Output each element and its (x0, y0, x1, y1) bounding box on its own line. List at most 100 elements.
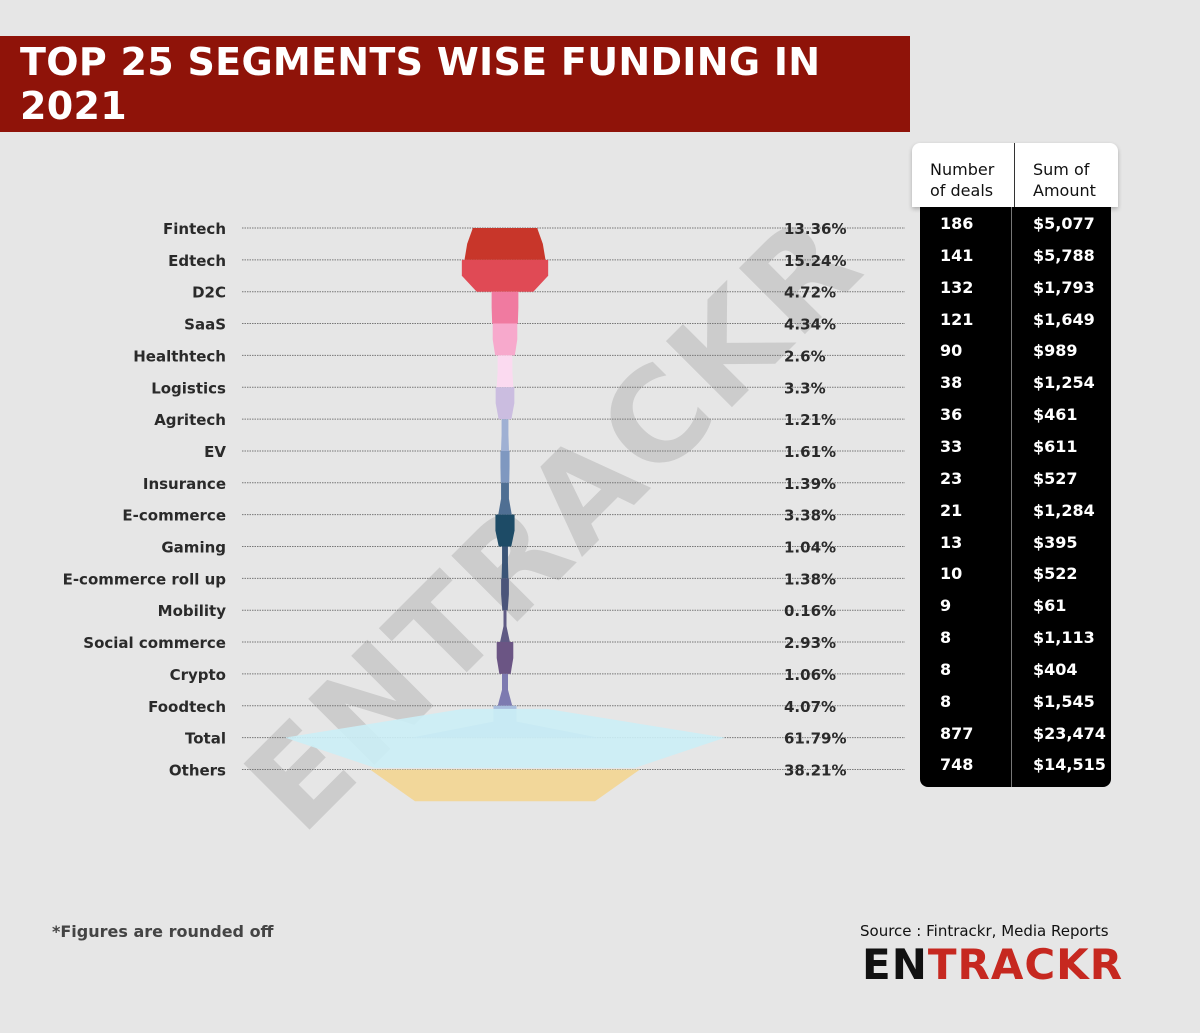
deals-value: 13 (940, 532, 963, 552)
table-body: 186 $5,077 141 $5,788 132 $1,793 121 $1,649 90 $9… (920, 207, 1111, 787)
amount-value: $1,793 (1033, 277, 1095, 297)
logo-part-trackr: TRACKR (927, 940, 1124, 989)
percent-label: 13.36% (784, 220, 846, 238)
percent-label: 15.24% (784, 252, 846, 270)
amount-value: $1,284 (1033, 500, 1095, 520)
percent-label: 1.06% (784, 666, 836, 684)
amount-value: $5,788 (1033, 245, 1095, 265)
segment-label: Agritech (154, 411, 226, 429)
segment-label: Fintech (163, 220, 226, 238)
segment-label: Others (169, 761, 226, 779)
deals-value: 141 (940, 245, 974, 265)
deals-value: 33 (940, 436, 963, 456)
segment-label: Insurance (143, 475, 226, 493)
amount-header-line2: Amount (1033, 181, 1096, 200)
percent-label: 1.21% (784, 411, 836, 429)
title-bar: TOP 25 SEGMENTS WISE FUNDING IN 2021 (0, 36, 910, 132)
funnel-segment (461, 259, 549, 292)
funnel-segment (285, 708, 725, 768)
deals-value: 90 (940, 341, 963, 361)
funnel-segment (498, 482, 512, 515)
percent-label: 2.6% (784, 347, 826, 365)
funnel-segment (501, 419, 509, 451)
amount-value: $395 (1033, 532, 1078, 552)
amount-value: $461 (1033, 405, 1078, 425)
segment-label: D2C (192, 284, 226, 302)
amount-value: $1,649 (1033, 309, 1095, 329)
segment-label: EV (204, 443, 226, 461)
amount-value: $5,077 (1033, 214, 1095, 233)
segment-label: Crypto (170, 666, 226, 684)
percent-label: 3.3% (784, 379, 826, 397)
amount-value: $14,515 (1033, 755, 1106, 775)
amount-value: $23,474 (1033, 723, 1106, 743)
deals-value: 877 (940, 723, 974, 743)
funnel-segment (501, 546, 509, 579)
funnel-segment (500, 450, 510, 483)
percent-label: 0.16% (784, 602, 836, 620)
percent-label: 4.72% (784, 284, 836, 302)
deals-value: 8 (940, 691, 952, 711)
deals-value: 36 (940, 405, 963, 425)
deals-value: 23 (940, 468, 963, 488)
source-text: Source : Fintrackr, Media Reports (860, 922, 1109, 940)
segment-label: SaaS (184, 316, 226, 334)
deals-header: Number of deals (912, 143, 1015, 207)
logo-part-en: EN (862, 940, 928, 989)
amount-value: $61 (1033, 596, 1067, 616)
deals-value: 121 (940, 309, 974, 329)
deals-value: 8 (940, 628, 952, 648)
funnel-segment (500, 610, 510, 643)
segment-label: Healthtech (133, 347, 226, 365)
segment-label: Mobility (158, 602, 227, 620)
percent-label: 38.21% (784, 761, 846, 779)
percent-label: 1.61% (784, 443, 836, 461)
funnel-segment (495, 514, 515, 547)
amount-value: $611 (1033, 436, 1078, 456)
funnel-segment (497, 673, 513, 706)
funnel-segment (495, 387, 515, 420)
percent-label: 61.79% (784, 730, 846, 748)
segment-label: Edtech (168, 252, 226, 270)
segment-label: Gaming (161, 539, 226, 557)
percent-label: 1.38% (784, 570, 836, 588)
segment-label: Foodtech (148, 698, 226, 716)
segment-label: Social commerce (83, 634, 226, 652)
chart-title: TOP 25 SEGMENTS WISE FUNDING IN 2021 (20, 40, 821, 128)
percent-label: 2.93% (784, 634, 836, 652)
deals-header-line2: of deals (930, 181, 994, 200)
segment-label: Total (185, 730, 226, 748)
deals-header-line1: Number (930, 160, 995, 179)
deals-value: 8 (940, 659, 952, 679)
segment-label: E-commerce roll up (63, 570, 227, 588)
deals-value: 21 (940, 500, 963, 520)
segment-label: Logistics (151, 379, 226, 397)
percent-label: 1.39% (784, 475, 836, 493)
funnel-segment (491, 291, 519, 324)
deals-value: 748 (940, 755, 974, 775)
amount-value: $1,545 (1033, 691, 1095, 711)
deals-value: 10 (940, 564, 963, 584)
amount-value: $1,254 (1033, 373, 1095, 393)
funnel-segment (496, 355, 514, 388)
funnel-segment (501, 578, 509, 611)
deals-value: 186 (940, 214, 974, 233)
amount-value: $522 (1033, 564, 1078, 584)
footnote: *Figures are rounded off (52, 922, 274, 941)
amount-value: $989 (1033, 341, 1078, 361)
segment-label: E-commerce (122, 507, 226, 525)
table-divider (1011, 207, 1012, 787)
funnel-segment (496, 642, 514, 674)
amount-header: Sum of Amount (1015, 143, 1118, 207)
percent-label: 4.34% (784, 316, 836, 334)
deals-value: 38 (940, 373, 963, 393)
funnel-segment (464, 228, 546, 260)
deals-value: 132 (940, 277, 974, 297)
entrackr-logo: ENTRACKR (862, 940, 1123, 989)
funnel-segment (370, 769, 640, 802)
percent-label: 4.07% (784, 698, 836, 716)
funnel-segment (492, 323, 518, 356)
amount-value: $404 (1033, 659, 1078, 679)
amount-header-line1: Sum of (1033, 160, 1090, 179)
